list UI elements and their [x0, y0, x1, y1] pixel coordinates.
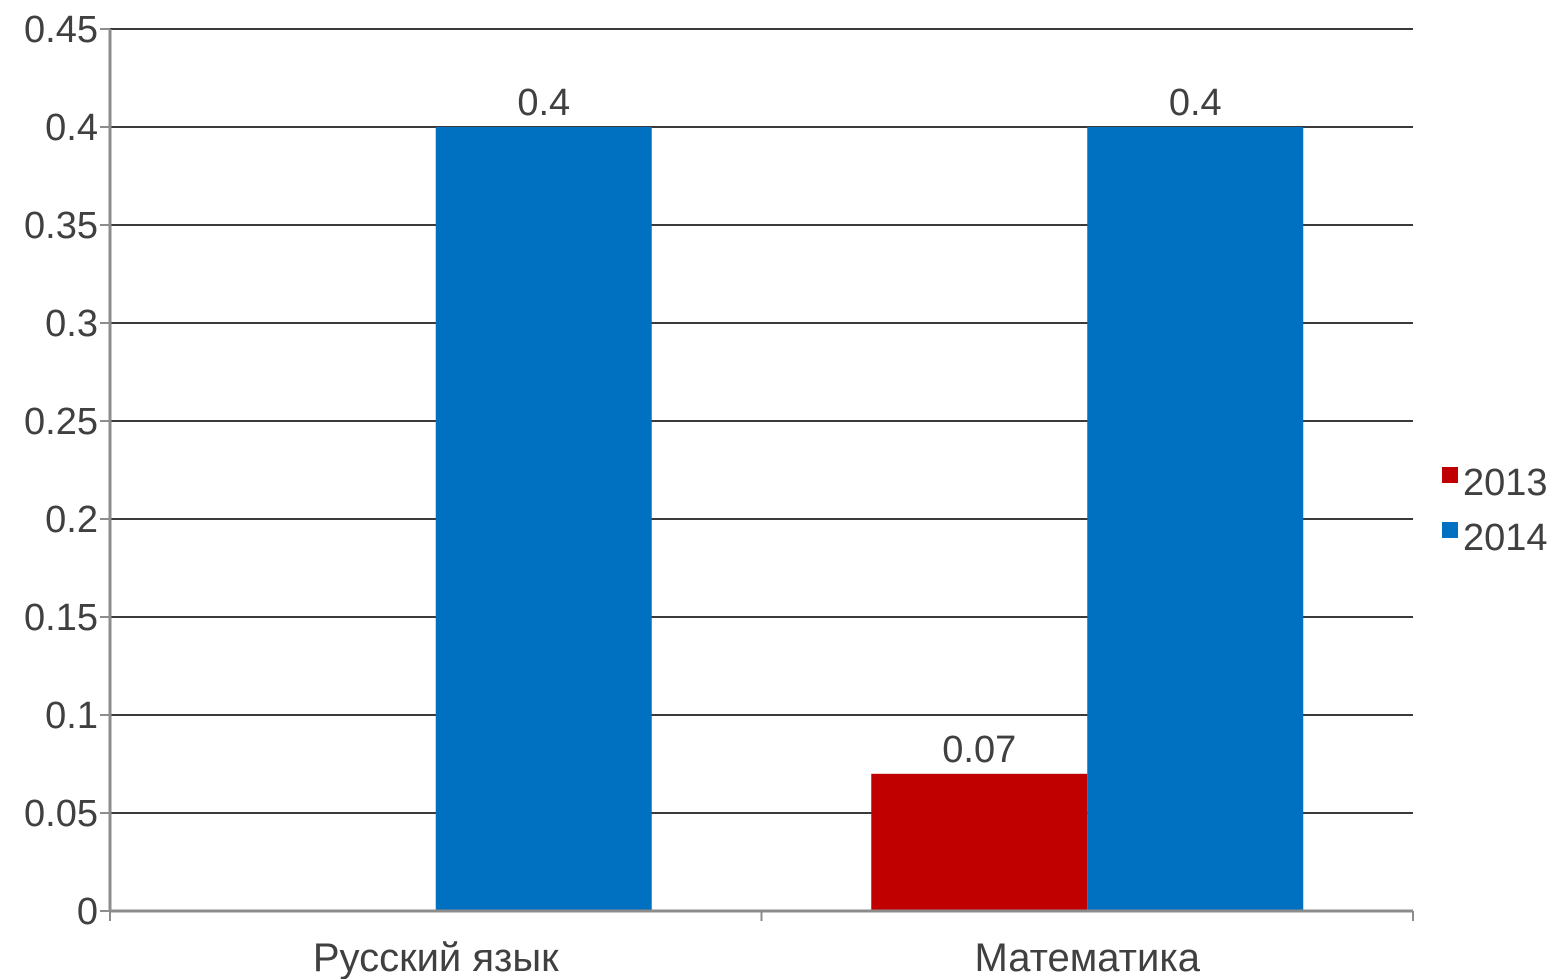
- data-label: 0.07: [942, 729, 1016, 771]
- data-labels: 0.4 0.07 0.4: [517, 82, 1221, 771]
- bar: [1087, 127, 1304, 911]
- bars: [435, 127, 1304, 911]
- data-label: 0.4: [517, 82, 570, 124]
- bar: [871, 773, 1088, 911]
- x-category-label: Русский язык: [313, 936, 559, 979]
- y-tick-label: 0.1: [45, 695, 98, 737]
- x-axis-category-labels: Русский язык Математика: [313, 936, 1201, 979]
- legend-swatch: [1442, 467, 1458, 483]
- bar: [435, 127, 652, 911]
- y-tick-label: 0.35: [24, 205, 98, 247]
- axes: [100, 28, 1414, 921]
- data-label: 0.4: [1169, 82, 1222, 124]
- legend: 2013 2014: [1442, 462, 1548, 559]
- x-category-label: Математика: [975, 936, 1201, 979]
- legend-swatch: [1442, 522, 1458, 538]
- y-tick-label: 0.2: [45, 499, 98, 541]
- y-tick-label: 0.25: [24, 401, 98, 443]
- y-tick-label: 0.3: [45, 303, 98, 345]
- legend-label: 2013: [1463, 462, 1548, 504]
- y-tick-label: 0.45: [24, 9, 98, 51]
- y-tick-label: 0.4: [45, 107, 98, 149]
- y-tick-label: 0.05: [24, 793, 98, 835]
- gridlines: [110, 28, 1413, 814]
- y-tick-label: 0.15: [24, 597, 98, 639]
- y-axis-tick-labels: 0 0.05 0.1 0.15 0.2 0.25 0.3 0.35 0.4 0.45: [24, 9, 98, 933]
- y-tick-label: 0: [77, 891, 98, 933]
- legend-label: 2014: [1463, 517, 1548, 559]
